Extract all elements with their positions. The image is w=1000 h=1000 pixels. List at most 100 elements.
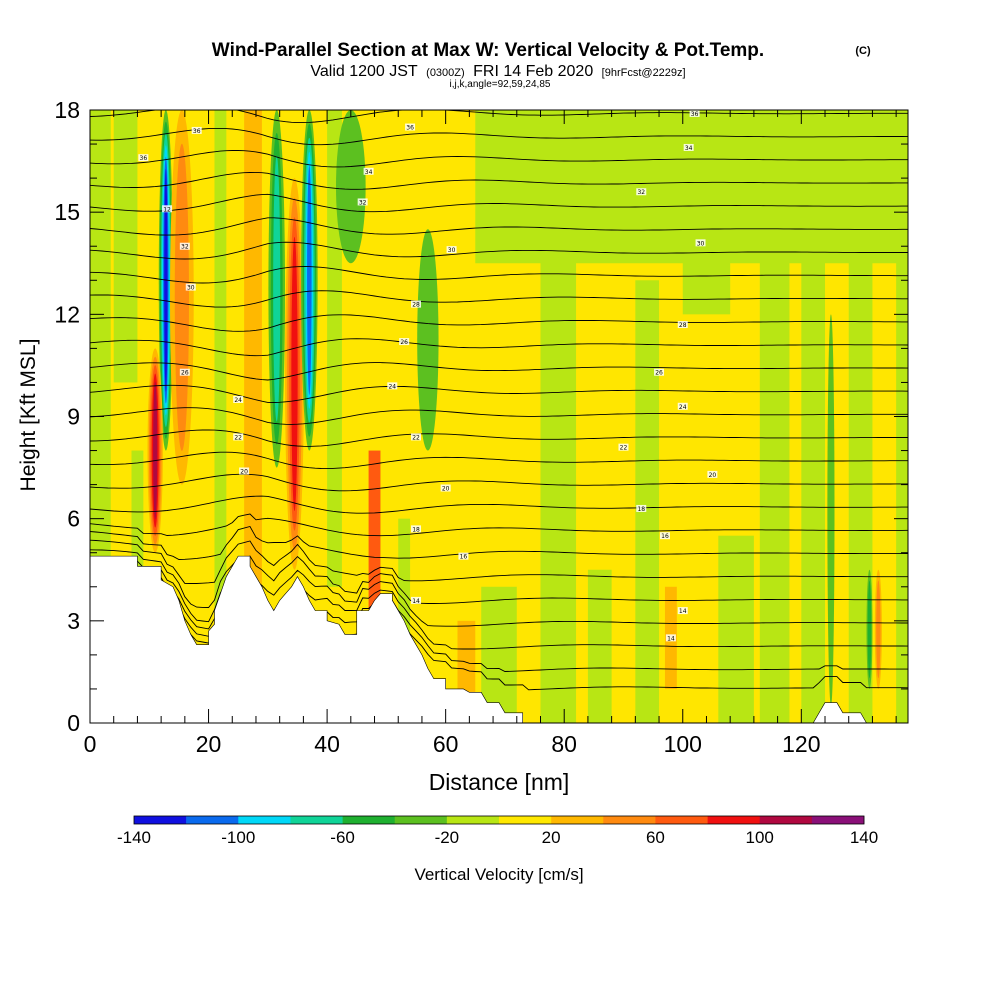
isentrope-label: 14 xyxy=(411,596,422,605)
svg-text:36: 36 xyxy=(691,111,699,118)
y-tick-label: 6 xyxy=(67,506,80,532)
isentrope-line xyxy=(90,338,908,357)
colorbar-swatch xyxy=(134,816,187,824)
subtitle-date: FRI 14 Feb 2020 xyxy=(473,63,593,80)
isentrope-line xyxy=(90,171,908,190)
colorbar-tick-label: -100 xyxy=(221,828,255,847)
colorbar-swatch xyxy=(186,816,239,824)
velocity-contour xyxy=(417,229,439,451)
x-tick-label: 60 xyxy=(433,731,459,757)
y-tick-label: 9 xyxy=(67,404,80,430)
isentrope-line xyxy=(90,362,908,381)
isentrope-label: 22 xyxy=(411,433,422,441)
updraft-4 xyxy=(285,178,304,570)
velocity-contour xyxy=(153,381,158,520)
chart-subtitle: Valid 1200 JST (0300Z) FRI 14 Feb 2020 [… xyxy=(310,63,685,80)
colorbar-frame xyxy=(133,815,865,825)
isentrope-line xyxy=(90,513,908,537)
svg-text:12: 12 xyxy=(163,206,171,213)
isentrope-label: 30 xyxy=(446,246,457,254)
isentrope-label: 24 xyxy=(233,395,244,404)
isentrope-line xyxy=(90,549,908,608)
isentrope-line xyxy=(90,473,908,492)
isentrope-label: 26 xyxy=(399,338,410,346)
subtitle-valid: Valid 1200 JST xyxy=(310,63,418,80)
colorbar-swatch xyxy=(811,816,865,824)
y-tick-label: 3 xyxy=(67,608,80,634)
updraft-10 xyxy=(874,569,882,689)
isentrope-label: 36 xyxy=(405,123,416,132)
svg-text:28: 28 xyxy=(412,302,420,309)
colorbar-tick-label: 100 xyxy=(746,828,774,847)
downdraft-6 xyxy=(335,110,366,264)
velocity-band-10 xyxy=(682,110,731,315)
svg-text:14: 14 xyxy=(679,608,687,615)
colorbar-swatch xyxy=(551,816,604,824)
svg-text:22: 22 xyxy=(234,434,242,441)
isentrope-label: 18 xyxy=(411,525,422,533)
isentrope-label: 22 xyxy=(618,443,629,452)
isentrope-line xyxy=(90,451,908,470)
isentrope-label: 28 xyxy=(411,300,422,309)
downdraft-7 xyxy=(417,229,439,451)
terrain-mask xyxy=(90,555,908,723)
subtitle-utc: (0300Z) xyxy=(426,67,465,79)
isentrope-line xyxy=(90,127,908,146)
isentrope-line xyxy=(90,241,908,260)
velocity-contour xyxy=(827,314,835,706)
svg-text:30: 30 xyxy=(697,240,705,247)
velocity-contour xyxy=(273,155,281,422)
svg-text:26: 26 xyxy=(400,339,408,346)
y-axis-label: Height [Kft MSL] xyxy=(17,339,40,492)
y-tick-label: 15 xyxy=(54,199,80,225)
colorbar-tick-label: -60 xyxy=(330,828,355,847)
svg-text:14: 14 xyxy=(412,598,420,605)
isentrope-label: 12 xyxy=(162,205,173,213)
svg-text:24: 24 xyxy=(679,404,687,411)
isentrope-label: 36 xyxy=(689,110,700,118)
svg-text:20: 20 xyxy=(442,486,450,493)
isentrope-label: 34 xyxy=(683,143,694,152)
colorbar-tick-label: -140 xyxy=(117,828,151,847)
isentrope-label: 30 xyxy=(695,239,706,247)
isentrope-line xyxy=(90,266,908,284)
colorbar-swatch xyxy=(238,816,291,824)
svg-text:22: 22 xyxy=(412,434,420,441)
svg-text:34: 34 xyxy=(685,145,693,152)
isentrope-label: 14 xyxy=(677,607,688,615)
isentrope-line xyxy=(90,290,908,308)
y-tick-label: 18 xyxy=(54,97,80,123)
isentrope-labels: 36 36 12 32 30 26 24 22 20 34 32 36 30 28 26 24 22 20 18 16… xyxy=(138,110,718,642)
velocity-contour xyxy=(876,580,881,679)
x-tick-label: 40 xyxy=(314,731,340,757)
downdraft-5 xyxy=(301,110,318,451)
plot-area: 36 36 12 32 30 26 24 22 20 34 32 36 30 28 26 24 22 20 18 16… xyxy=(90,110,908,723)
svg-text:32: 32 xyxy=(637,189,645,196)
svg-text:18: 18 xyxy=(412,526,420,533)
colorbar-tick-label: 60 xyxy=(646,828,665,847)
colorbar-swatch xyxy=(394,816,448,824)
velocity-band-2 xyxy=(214,110,227,723)
x-axis-label: Distance [nm] xyxy=(429,769,570,795)
svg-text:26: 26 xyxy=(655,370,663,377)
svg-text:32: 32 xyxy=(359,199,367,206)
svg-text:30: 30 xyxy=(187,285,195,292)
velocity-contour xyxy=(867,580,872,679)
isentrope-label: 36 xyxy=(138,154,149,162)
svg-text:30: 30 xyxy=(448,247,456,254)
x-axis: 0 20 40 60 80 100 120 xyxy=(84,110,897,757)
subtitle-fcst: [9hrFcst@2229z] xyxy=(602,67,686,79)
isentrope-line xyxy=(90,110,908,124)
colorbar-swatch xyxy=(759,816,813,824)
svg-text:14: 14 xyxy=(667,635,675,642)
colorbar: -140 -100 -60 -20 20 60 100 140 xyxy=(117,815,878,847)
isentrope-label: 26 xyxy=(179,368,190,377)
isentrope-line xyxy=(90,539,908,584)
colorbar-label: Vertical Velocity [cm/s] xyxy=(414,865,583,884)
isentrope-label: 36 xyxy=(191,126,202,135)
velocity-band-14 xyxy=(848,110,873,723)
isentrope-line xyxy=(90,314,908,332)
isentrope-label: 26 xyxy=(654,368,665,377)
isentrope-label: 34 xyxy=(363,167,374,176)
colorbar-swatch xyxy=(499,816,552,824)
